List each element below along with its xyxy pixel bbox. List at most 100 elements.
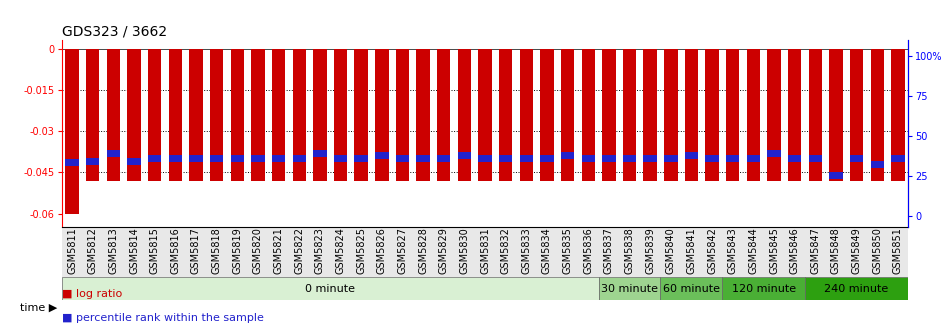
Text: GSM5843: GSM5843 xyxy=(728,227,738,274)
Bar xyxy=(189,155,203,162)
Text: GSM5825: GSM5825 xyxy=(356,227,366,275)
Bar xyxy=(723,277,805,300)
Bar xyxy=(272,49,285,181)
Text: GSM5815: GSM5815 xyxy=(149,227,160,274)
Bar xyxy=(767,150,781,157)
Text: GSM5848: GSM5848 xyxy=(831,227,841,274)
Text: GSM5812: GSM5812 xyxy=(87,227,98,274)
Bar xyxy=(644,49,657,181)
Bar xyxy=(623,155,636,162)
Text: GSM5819: GSM5819 xyxy=(232,227,243,274)
Bar xyxy=(808,49,822,181)
Text: 0 minute: 0 minute xyxy=(305,284,355,294)
Text: time ▶: time ▶ xyxy=(20,302,57,312)
Bar xyxy=(581,155,595,162)
Text: GSM5814: GSM5814 xyxy=(129,227,139,274)
Text: GSM5837: GSM5837 xyxy=(604,227,614,274)
Bar xyxy=(355,49,368,181)
Bar xyxy=(664,155,677,162)
Bar xyxy=(66,49,79,214)
Text: GDS323 / 3662: GDS323 / 3662 xyxy=(62,25,167,39)
Text: GSM5820: GSM5820 xyxy=(253,227,262,274)
Bar xyxy=(478,49,492,181)
Bar xyxy=(706,49,719,181)
Text: GSM5851: GSM5851 xyxy=(893,227,902,274)
Text: GSM5840: GSM5840 xyxy=(666,227,676,274)
Bar xyxy=(598,277,661,300)
Bar xyxy=(168,155,182,162)
Bar xyxy=(870,49,883,181)
Bar xyxy=(127,158,141,165)
Text: GSM5811: GSM5811 xyxy=(68,227,77,274)
Bar xyxy=(829,49,843,181)
Text: ■ percentile rank within the sample: ■ percentile rank within the sample xyxy=(62,313,263,323)
Bar xyxy=(210,49,223,181)
Text: GSM5826: GSM5826 xyxy=(377,227,387,274)
Bar xyxy=(540,155,553,162)
Bar xyxy=(747,49,760,181)
Bar xyxy=(561,49,574,181)
Bar xyxy=(685,49,698,181)
Text: GSM5821: GSM5821 xyxy=(274,227,283,274)
Bar xyxy=(726,155,740,162)
Bar xyxy=(417,49,430,181)
Bar xyxy=(788,155,802,162)
Text: GSM5845: GSM5845 xyxy=(769,227,779,274)
Bar xyxy=(805,277,908,300)
Bar xyxy=(437,49,451,181)
Text: GSM5850: GSM5850 xyxy=(872,227,883,274)
Text: GSM5816: GSM5816 xyxy=(170,227,181,274)
Text: GSM5849: GSM5849 xyxy=(851,227,862,274)
Bar xyxy=(437,155,451,162)
Text: GSM5822: GSM5822 xyxy=(294,227,304,275)
Text: 240 minute: 240 minute xyxy=(825,284,889,294)
Bar xyxy=(457,49,471,181)
Bar xyxy=(87,158,100,165)
Bar xyxy=(107,150,120,157)
Bar xyxy=(355,155,368,162)
Bar xyxy=(602,155,615,162)
Bar xyxy=(891,49,904,181)
Text: GSM5818: GSM5818 xyxy=(212,227,222,274)
Bar xyxy=(189,49,203,181)
Bar xyxy=(685,153,698,159)
Text: ■ log ratio: ■ log ratio xyxy=(62,289,122,299)
Bar xyxy=(313,150,326,157)
Text: 120 minute: 120 minute xyxy=(731,284,796,294)
Text: 60 minute: 60 minute xyxy=(663,284,720,294)
Text: GSM5817: GSM5817 xyxy=(191,227,201,274)
Bar xyxy=(168,49,182,181)
Text: GSM5842: GSM5842 xyxy=(708,227,717,274)
Bar xyxy=(767,49,781,181)
Bar xyxy=(726,49,740,181)
Text: GSM5834: GSM5834 xyxy=(542,227,552,274)
Bar xyxy=(210,155,223,162)
Text: GSM5835: GSM5835 xyxy=(563,227,573,274)
Text: GSM5838: GSM5838 xyxy=(625,227,634,274)
Bar xyxy=(499,49,513,181)
Bar xyxy=(87,49,100,181)
Bar xyxy=(293,155,306,162)
Text: GSM5841: GSM5841 xyxy=(687,227,696,274)
Bar xyxy=(293,49,306,181)
Bar xyxy=(829,172,843,178)
Text: GSM5823: GSM5823 xyxy=(315,227,325,274)
Bar xyxy=(230,155,244,162)
Bar xyxy=(457,153,471,159)
Bar xyxy=(62,277,598,300)
Bar xyxy=(519,49,533,181)
Text: GSM5830: GSM5830 xyxy=(459,227,470,274)
Bar xyxy=(519,155,533,162)
Text: GSM5844: GSM5844 xyxy=(748,227,758,274)
Bar xyxy=(148,155,162,162)
Bar xyxy=(850,155,864,162)
Bar xyxy=(478,155,492,162)
Bar xyxy=(230,49,244,181)
Text: GSM5836: GSM5836 xyxy=(583,227,593,274)
Bar xyxy=(127,49,141,181)
Text: GSM5813: GSM5813 xyxy=(108,227,119,274)
Text: 30 minute: 30 minute xyxy=(601,284,658,294)
Text: GSM5847: GSM5847 xyxy=(810,227,821,274)
Text: GSM5824: GSM5824 xyxy=(336,227,345,274)
Bar xyxy=(313,49,326,181)
